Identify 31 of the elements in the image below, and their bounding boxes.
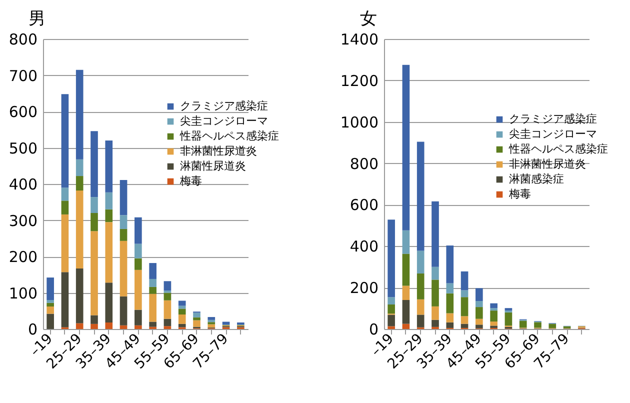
y-tick-label: 800 <box>350 154 378 173</box>
y-tick-label: 0 <box>368 320 378 338</box>
legend-label: 梅毒 <box>179 174 202 188</box>
legend-label: 非淋菌性尿道炎 <box>180 144 257 158</box>
chart-title: 男 <box>28 9 46 29</box>
legend-label: 淋菌性尿道炎 <box>180 160 246 172</box>
legend-label: 梅毒 <box>508 188 531 200</box>
y-tick-label: 1400 <box>340 30 378 48</box>
legend-label: 性器ヘルペス感染症 <box>508 142 608 156</box>
y-tick-label: 1000 <box>340 113 378 132</box>
y-tick-label: 100 <box>8 284 38 302</box>
y-tick-label: 200 <box>350 279 378 298</box>
y-tick-label: 1200 <box>340 72 378 90</box>
legend-label: クラミジア感染症 <box>509 112 597 126</box>
legend-label: 性器ヘルペス感染症 <box>179 130 279 142</box>
y-tick-label: 400 <box>8 176 38 194</box>
y-tick-label: 500 <box>8 139 38 158</box>
y-tick-label: 0 <box>28 320 38 338</box>
legend-label: クラミジア感染症 <box>180 100 268 112</box>
legend-label: 非淋菌性尿道炎 <box>509 158 586 170</box>
legend-label: 尖圭コンジローマ <box>180 114 268 128</box>
legend-label: 尖圭コンジローマ <box>509 128 597 140</box>
y-tick-label: 400 <box>350 238 378 256</box>
y-tick-label: 300 <box>8 212 38 230</box>
chart-title: 女 <box>360 9 377 29</box>
y-tick-label: 600 <box>350 196 378 214</box>
y-tick-label: 600 <box>8 103 38 121</box>
legend-label: 淋菌感染症 <box>509 172 564 186</box>
y-tick-label: 200 <box>8 248 38 266</box>
y-tick-label: 700 <box>8 66 38 85</box>
y-tick-label: 800 <box>8 30 38 48</box>
